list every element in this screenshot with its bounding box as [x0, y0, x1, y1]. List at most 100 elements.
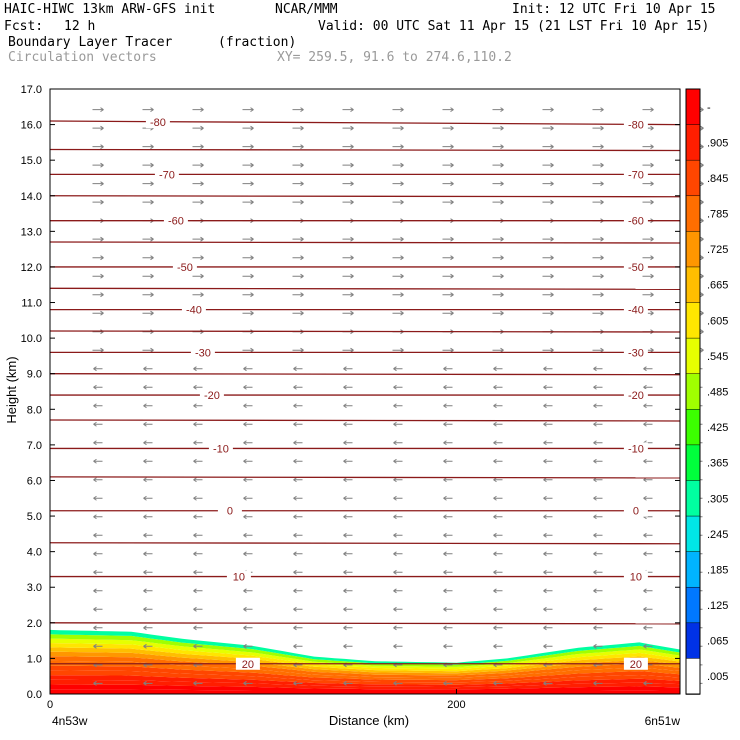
circulation-vector — [142, 181, 154, 187]
circulation-vector — [242, 273, 254, 279]
temperature-contour — [49, 287, 681, 290]
circulation-vector — [393, 588, 403, 594]
circulation-vector — [443, 606, 453, 612]
circulation-vector — [193, 514, 203, 520]
circulation-vector — [193, 366, 203, 372]
contour-label: -40 — [186, 305, 202, 317]
circulation-vector — [193, 421, 203, 427]
circulation-vector — [143, 588, 153, 594]
circulation-vector — [543, 514, 553, 520]
circulation-vector — [542, 255, 554, 261]
tracer-shade-band — [50, 651, 680, 676]
circulation-vector — [143, 403, 153, 409]
circulation-vector — [143, 421, 153, 427]
contour-label-bg — [154, 168, 179, 181]
contour-label: -10 — [213, 443, 229, 455]
x-axis-label: Distance (km) — [329, 713, 409, 728]
contour-label: -80 — [628, 119, 644, 131]
circulation-vector — [593, 403, 603, 409]
circulation-vector — [93, 606, 103, 612]
circulation-vector — [393, 625, 403, 631]
circulation-vector — [543, 477, 553, 483]
circulation-vector — [92, 125, 104, 131]
contour-label: -60 — [628, 216, 644, 228]
circulation-vector — [292, 107, 304, 113]
contour-label-bg — [623, 260, 648, 273]
colorbar-swatch — [685, 480, 701, 517]
circulation-vector — [343, 588, 353, 594]
circulation-vector — [393, 440, 403, 446]
circulation-vector — [542, 310, 554, 316]
circulation-vector — [593, 366, 603, 372]
circulation-vector — [492, 310, 504, 316]
contour-label-bg — [190, 346, 215, 359]
circulation-vector — [193, 495, 203, 501]
circulation-vector — [492, 255, 504, 261]
colorbar-label: .725 — [707, 244, 728, 256]
circulation-vector — [193, 588, 203, 594]
circulation-vector — [393, 458, 403, 464]
circulation-vector — [93, 458, 103, 464]
temperature-contour — [49, 419, 681, 422]
circulation-vector — [592, 199, 604, 205]
circulation-vector — [242, 199, 254, 205]
circulation-vector — [92, 310, 104, 316]
circulation-vector — [542, 144, 554, 150]
circulation-vector — [443, 366, 453, 372]
circulation-vector — [593, 514, 603, 520]
circulation-vector — [242, 236, 254, 242]
contour-label-bg — [623, 118, 648, 131]
circulation-vector — [293, 588, 303, 594]
circulation-vector — [443, 514, 453, 520]
circulation-vector — [592, 292, 604, 298]
circulation-vector — [643, 551, 653, 557]
circulation-vector — [143, 680, 153, 686]
colorbar-label: .185 — [707, 564, 728, 576]
circulation-vector — [143, 532, 153, 538]
circulation-vector — [442, 181, 454, 187]
circulation-vector — [393, 643, 403, 649]
circulation-vector — [392, 199, 404, 205]
circulation-vector — [193, 625, 203, 631]
contour-label: -60 — [168, 216, 184, 228]
circulation-vector — [493, 403, 503, 409]
circulation-vector — [193, 532, 203, 538]
circulation-vector — [293, 514, 303, 520]
circulation-vector — [342, 199, 354, 205]
circulation-vector — [642, 181, 654, 187]
circulation-vector — [493, 366, 503, 372]
contour-label: -70 — [159, 169, 175, 181]
colorbar-swatch — [685, 551, 701, 588]
x-tick-label: 200 — [447, 699, 465, 711]
header-org: NCAR/MMM — [275, 2, 338, 17]
circulation-vector — [542, 181, 554, 187]
circulation-vector — [292, 347, 304, 353]
circulation-vector — [343, 440, 353, 446]
circulation-vector — [493, 606, 503, 612]
circulation-vector — [442, 292, 454, 298]
colorbar-label: - — [707, 102, 711, 114]
circulation-vector — [93, 421, 103, 427]
circulation-vector — [192, 144, 204, 150]
colorbar-label: .305 — [707, 493, 728, 505]
circulation-vector — [593, 643, 603, 649]
circulation-vector — [193, 606, 203, 612]
circulation-vector — [493, 495, 503, 501]
circulation-vector — [192, 125, 204, 131]
plot-frame — [49, 88, 681, 695]
colorbar-label: .485 — [707, 387, 728, 399]
circulation-vector — [543, 495, 553, 501]
contour-label-bg — [217, 504, 242, 517]
contour-label: 20 — [630, 659, 642, 671]
circulation-vector — [392, 310, 404, 316]
contour-label-bg — [623, 657, 648, 670]
circulation-vector — [192, 273, 204, 279]
circulation-vector — [643, 421, 653, 427]
circulation-vector — [292, 199, 304, 205]
circulation-vector — [493, 477, 503, 483]
circulation-vector — [642, 162, 654, 168]
circulation-vector — [392, 107, 404, 113]
contour-label-bg — [623, 504, 648, 517]
circulation-vector — [493, 569, 503, 575]
circulation-vector — [92, 347, 104, 353]
